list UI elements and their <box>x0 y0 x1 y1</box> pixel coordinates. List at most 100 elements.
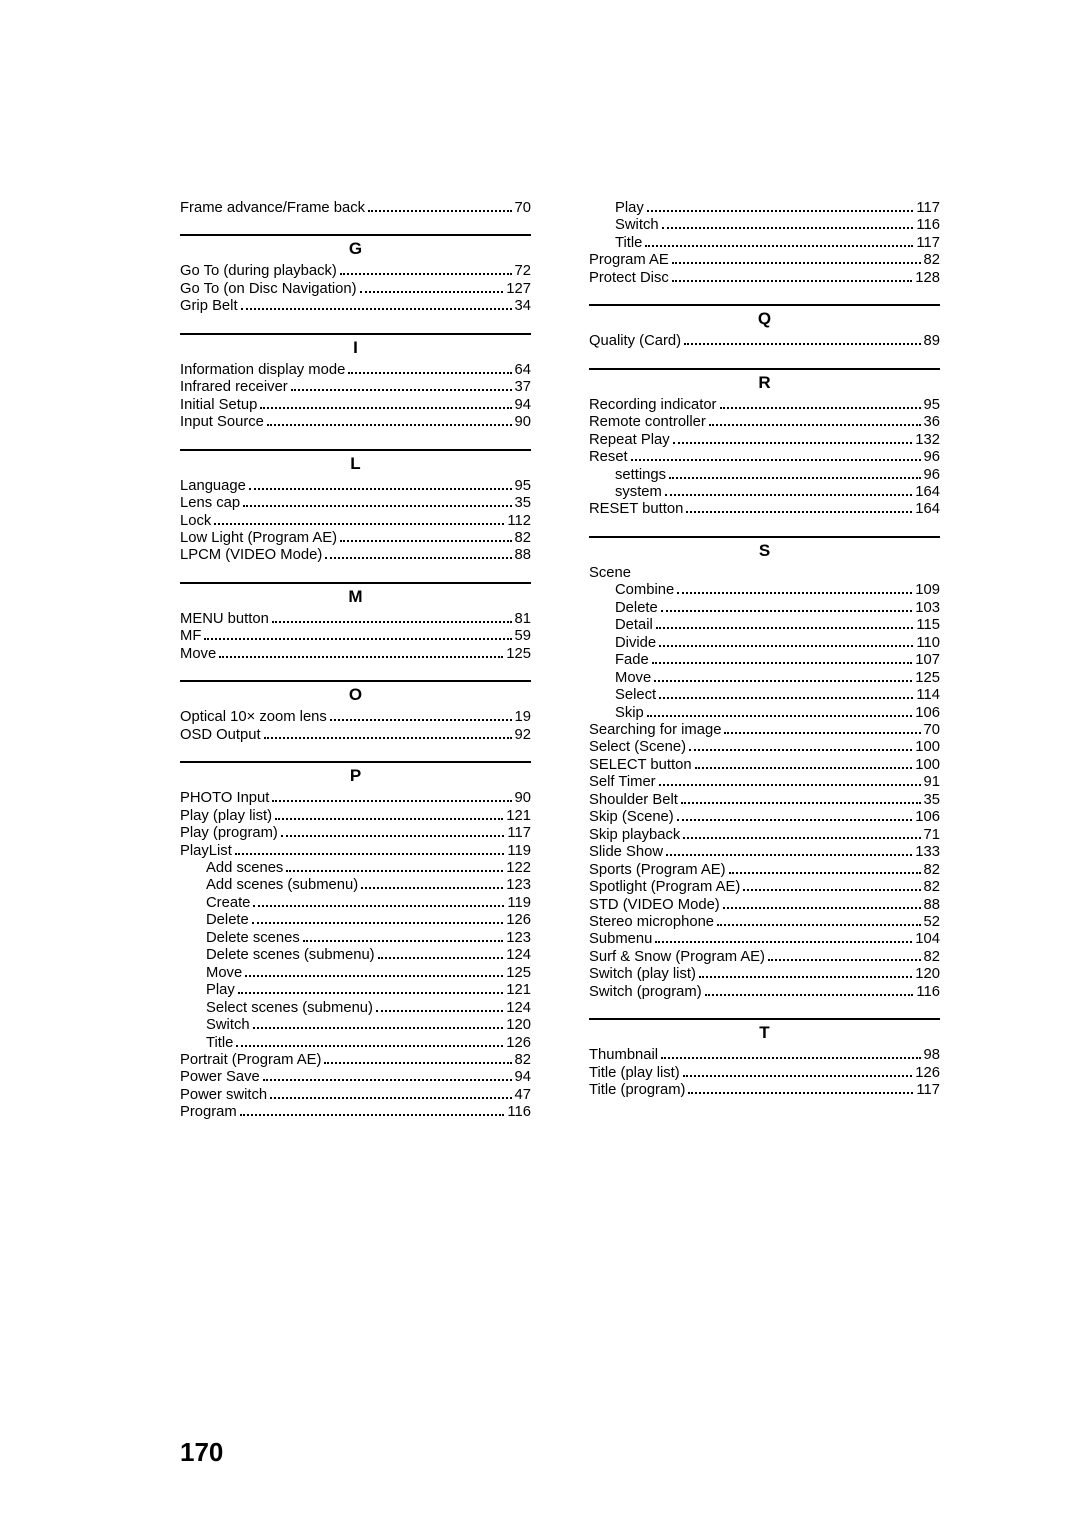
index-entry-page: 122 <box>506 860 531 877</box>
index-entry: Protect Disc128 <box>589 270 940 287</box>
index-entry-page: 70 <box>515 200 531 217</box>
index-entry-label: Language <box>180 478 246 495</box>
leader-dots <box>661 1048 920 1059</box>
index-entry: Detail115 <box>589 617 940 634</box>
index-entry-page: 103 <box>915 600 940 617</box>
index-entry-label: Portrait (Program AE) <box>180 1052 321 1069</box>
leader-dots <box>324 1053 511 1064</box>
index-entry-page: 128 <box>915 270 940 287</box>
index-entry-label: Go To (on Disc Navigation) <box>180 281 357 298</box>
leader-dots <box>378 948 504 959</box>
index-entry-page: 121 <box>506 808 531 825</box>
leader-dots <box>647 706 913 717</box>
index-entry-label: Program <box>180 1104 237 1121</box>
index-entry: Play (play list)121 <box>180 808 531 825</box>
index-entry-label: Information display mode <box>180 362 345 379</box>
index-entry-page: 91 <box>924 774 940 791</box>
index-entry: Remote controller 36 <box>589 414 940 431</box>
index-entry-page: 88 <box>924 897 940 914</box>
index-entry-page: 124 <box>506 947 531 964</box>
index-entry: settings96 <box>589 467 940 484</box>
leader-dots <box>267 415 512 426</box>
page-number: 170 <box>180 1437 940 1468</box>
leader-dots <box>659 688 913 699</box>
index-entry: Program116 <box>180 1104 531 1121</box>
leader-dots <box>340 531 511 542</box>
index-entry-page: 127 <box>506 281 531 298</box>
index-entry-page: 52 <box>924 914 940 931</box>
leader-dots <box>270 1088 511 1099</box>
leader-dots <box>245 966 503 977</box>
leader-dots <box>681 793 921 804</box>
leader-dots <box>253 1018 504 1029</box>
index-section-header: G <box>180 234 531 263</box>
leader-dots <box>684 334 920 345</box>
index-entry: Switch (play list)120 <box>589 966 940 983</box>
index-entry-label: Reset <box>589 449 628 466</box>
index-entry-label: Title <box>206 1035 233 1052</box>
index-entry-label: Detail <box>615 617 653 634</box>
index-entry-label: Scene <box>589 565 631 582</box>
index-column-left: Frame advance/Frame back70 GGo To (during… <box>180 200 531 1419</box>
index-entry-label: Optical 10× zoom lens <box>180 709 327 726</box>
index-entry-label: Move <box>206 965 242 982</box>
index-entry-page: 94 <box>515 397 531 414</box>
leader-dots <box>661 601 913 612</box>
index-entry-label: Divide <box>615 635 656 652</box>
leader-dots <box>238 983 504 994</box>
leader-dots <box>240 1105 505 1116</box>
leader-dots <box>656 618 914 629</box>
leader-dots <box>705 985 914 996</box>
leader-dots <box>214 514 504 525</box>
index-entry-label: Remote controller <box>589 414 706 431</box>
index-entry: Skip106 <box>589 705 940 722</box>
leader-dots <box>281 826 505 837</box>
leader-dots <box>662 219 914 230</box>
leader-dots <box>723 898 921 909</box>
index-entry-label: Add scenes (submenu) <box>206 877 358 894</box>
index-entry-page: 104 <box>915 931 940 948</box>
index-entry-label: Fade <box>615 652 649 669</box>
index-entry: Power Save94 <box>180 1069 531 1086</box>
leader-dots <box>260 398 511 409</box>
index-entry-page: 35 <box>515 495 531 512</box>
index-entry: Reset96 <box>589 449 940 466</box>
index-entry: LPCM (VIDEO Mode)88 <box>180 547 531 564</box>
index-entry-page: 88 <box>515 547 531 564</box>
index-entry-label: Delete <box>206 912 249 929</box>
leader-dots <box>729 863 921 874</box>
index-entry-label: Skip playback <box>589 827 680 844</box>
index-entry-label: OSD Output <box>180 727 261 744</box>
index-entry: Fade107 <box>589 652 940 669</box>
index-entry-label: PlayList <box>180 843 232 860</box>
index-entry: Title (play list)126 <box>589 1065 940 1082</box>
leader-dots <box>361 879 503 890</box>
index-entry-page: 116 <box>916 984 940 1001</box>
index-entry-page: 81 <box>515 611 531 628</box>
index-entry-page: 119 <box>507 895 531 912</box>
leader-dots <box>717 915 921 926</box>
index-entry-label: Spotlight (Program AE) <box>589 879 740 896</box>
leader-dots <box>303 931 504 942</box>
index-entry-page: 36 <box>924 414 940 431</box>
index-entry-label: Sports (Program AE) <box>589 862 726 879</box>
index-entry: OSD Output92 <box>180 727 531 744</box>
leader-dots <box>672 271 913 282</box>
index-entry: Title (program)117 <box>589 1082 940 1099</box>
index-entry-page: 117 <box>507 825 531 842</box>
index-entry-label: Select <box>615 687 656 704</box>
leader-dots <box>263 1071 512 1082</box>
index-entry: Thumbnail98 <box>589 1047 940 1064</box>
index-entry: Go To (during playback)72 <box>180 263 531 280</box>
leader-dots <box>709 415 921 426</box>
index-entry: Frame advance/Frame back70 <box>180 200 531 217</box>
leader-dots <box>695 758 913 769</box>
index-entry-label: Create <box>206 895 250 912</box>
index-entry-page: 70 <box>924 722 940 739</box>
index-entry-label: Title (play list) <box>589 1065 680 1082</box>
index-entry-page: 120 <box>915 966 940 983</box>
index-entry-label: MENU button <box>180 611 269 628</box>
index-entry-page: 120 <box>506 1017 531 1034</box>
index-entry-page: 19 <box>515 709 531 726</box>
leader-dots <box>673 433 913 444</box>
